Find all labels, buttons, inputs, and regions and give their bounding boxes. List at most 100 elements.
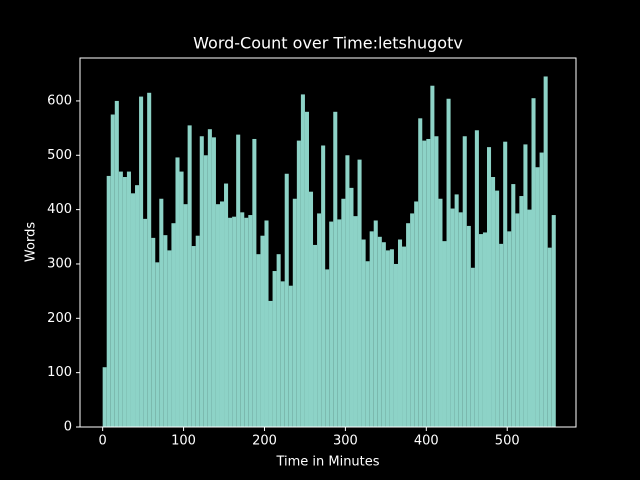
bar [102,367,107,427]
bar [482,232,487,427]
bar [337,219,342,427]
y-axis-label: Words [24,222,39,262]
x-tick-label: 200 [252,434,277,449]
bar [151,237,156,427]
bar [333,111,338,427]
bar [276,254,281,427]
bar [329,221,334,427]
bar [236,134,241,427]
bar [361,239,366,427]
x-tick-label: 300 [333,434,358,449]
x-tick-label: 0 [99,434,107,449]
bar [232,216,237,427]
bar [495,190,500,427]
bar [219,201,225,427]
bar [414,201,419,427]
bar [531,98,536,427]
bar [393,263,398,427]
bar [515,213,520,427]
bar [252,138,257,427]
bar [410,213,415,427]
bar [143,218,148,427]
bar [207,129,212,427]
bar [486,147,492,427]
y-tick-label: 300 [47,256,72,271]
bar [256,254,261,427]
bar [491,177,496,427]
bar [458,212,463,427]
bar [507,231,512,427]
bar [211,137,216,428]
bar [135,185,140,427]
x-tick-label: 500 [495,434,520,449]
bar [321,145,326,427]
bar [527,209,532,427]
bar [478,234,483,427]
bar [381,242,386,427]
bar [159,198,164,427]
bar [260,235,265,427]
bar [511,184,516,427]
x-tick-label: 100 [171,434,196,449]
bar [547,247,552,427]
bar [450,208,455,427]
bar [543,76,548,427]
bar [187,125,192,428]
bar [454,194,459,427]
bar [349,187,354,427]
x-axis-label: Time in Minutes [275,455,379,470]
bar [389,249,394,427]
bar [288,285,293,427]
bar [434,136,439,427]
bar [438,198,443,427]
bar [228,217,233,427]
bar [122,177,127,427]
bar [519,196,524,427]
bar [313,244,318,427]
bar [195,235,200,427]
bar [317,213,322,427]
bar [264,220,269,427]
bar [446,98,451,427]
bar [377,236,382,427]
bar [284,173,289,427]
bar [308,191,314,427]
y-tick-label: 400 [47,202,72,217]
bar [503,141,508,427]
bar [126,171,131,427]
bar [280,281,285,427]
bar [535,167,540,427]
y-tick-label: 500 [47,148,72,163]
bar [462,136,467,427]
bar [523,144,528,427]
bar [114,100,119,427]
bar [406,223,411,427]
bar [118,171,123,427]
chart-title: Word-Count over Time:letshugotv [193,34,463,53]
bar [163,235,168,427]
bar [300,94,305,428]
bar [418,118,423,427]
axes-frame [79,57,577,428]
y-tick-label: 200 [47,311,72,326]
bar [171,223,176,427]
bar [385,250,390,427]
bar [248,215,253,427]
bar [167,250,172,427]
bar [110,114,115,428]
bar [240,212,245,427]
bar [499,243,504,427]
bar [551,215,556,427]
bar [422,140,427,428]
x-tick-label: 400 [414,434,439,449]
bar [215,204,220,427]
bar [353,216,358,427]
bar [466,225,471,427]
bar [183,204,188,427]
y-tick-label: 0 [64,420,72,435]
bar [345,155,350,428]
bar [296,140,301,428]
bar [304,111,309,427]
bar [199,136,204,427]
bar [474,130,479,427]
